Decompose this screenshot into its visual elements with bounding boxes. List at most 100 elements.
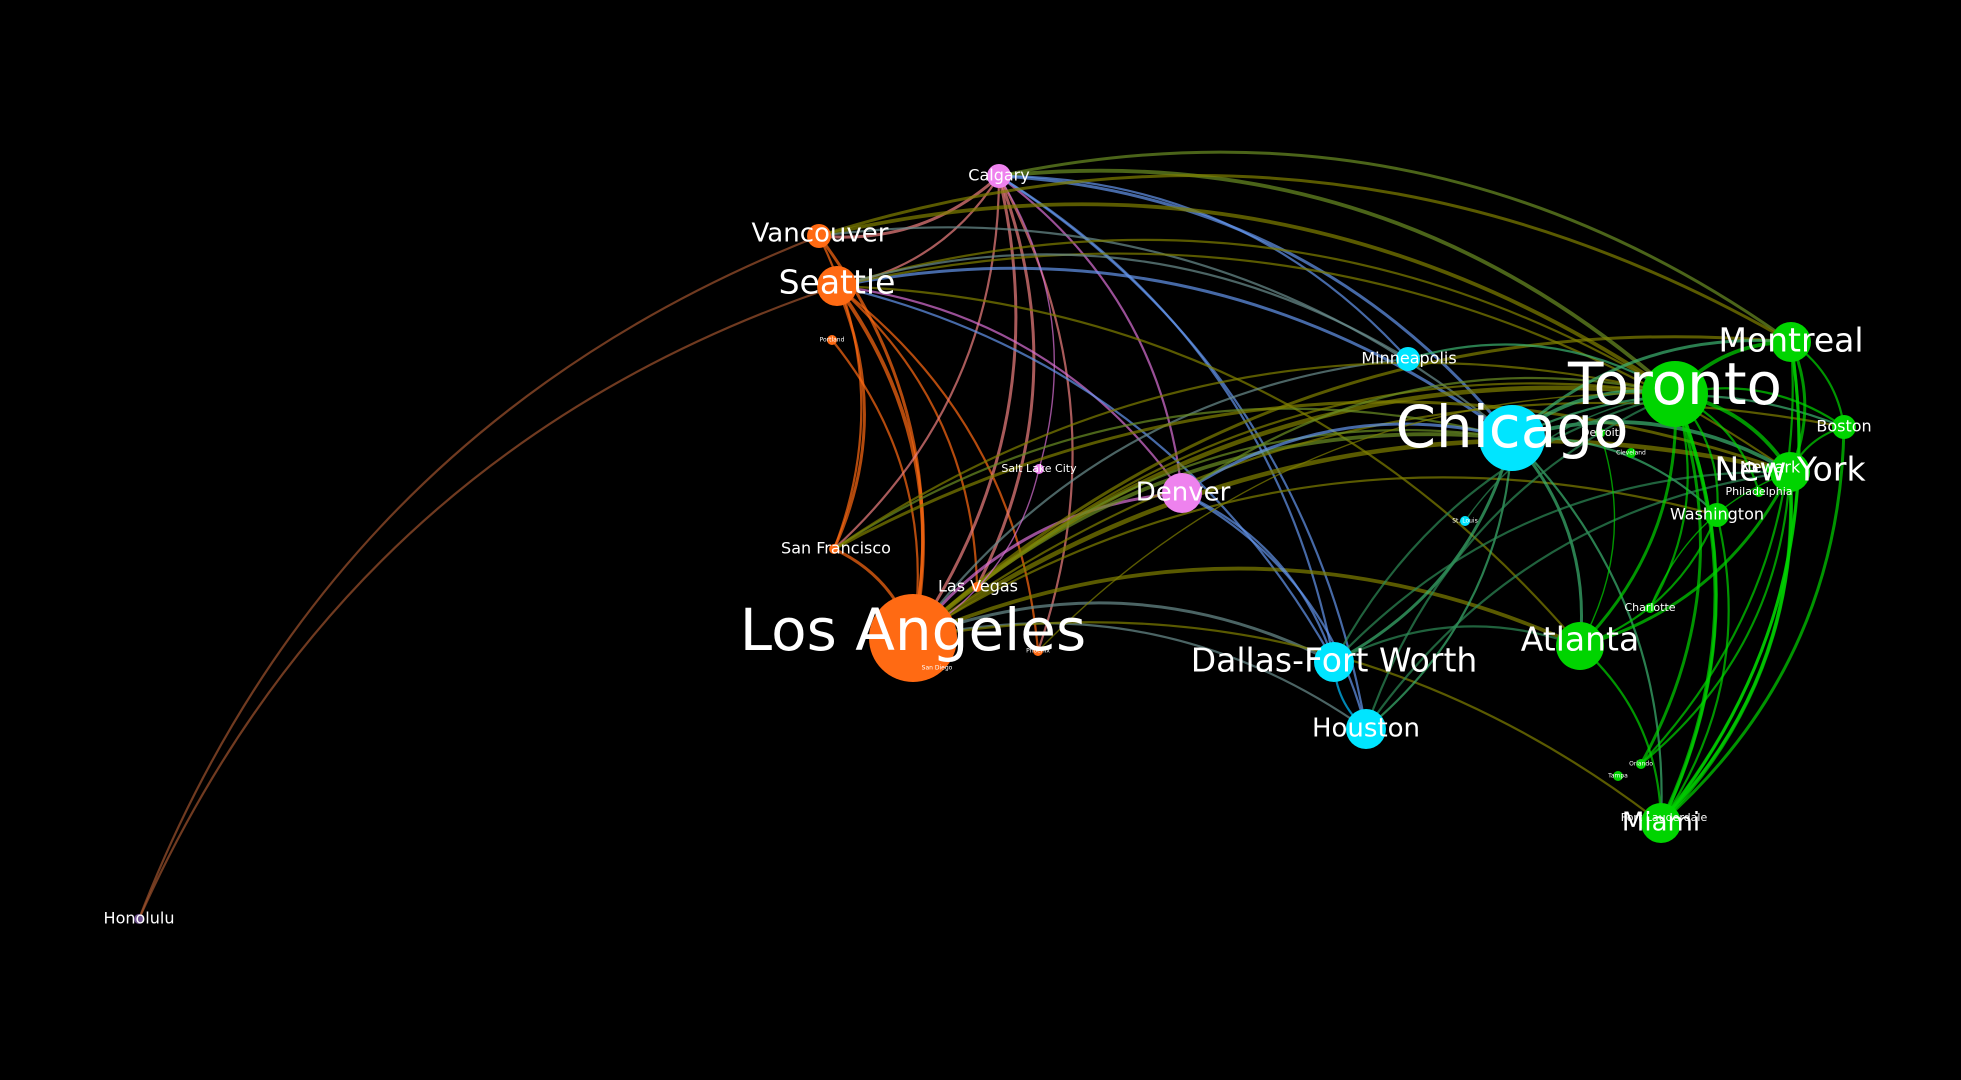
node-detroit[interactable] xyxy=(1595,428,1605,438)
node-cleveland[interactable] xyxy=(1626,448,1636,458)
edge-los-angeles-new-york xyxy=(911,438,1791,640)
label-toronto: Toronto xyxy=(1567,350,1782,418)
edge-phoenix-toronto xyxy=(1037,392,1676,652)
edge-toronto-fort-lauderdale xyxy=(1662,393,1718,819)
edge-seattle-dallas-fort-worth xyxy=(836,284,1335,663)
edge-toronto-atlanta xyxy=(1578,393,1678,648)
edge-toronto-orlando xyxy=(1639,393,1702,765)
edge-seattle-las-vegas xyxy=(836,285,979,588)
label-philadelphia: Philadelphia xyxy=(1725,485,1792,498)
edge-vancouver-toronto xyxy=(818,202,1677,396)
node-honolulu[interactable] xyxy=(134,914,144,924)
node-montreal[interactable] xyxy=(1771,322,1811,362)
edge-denver-dallas-fort-worth xyxy=(1181,491,1336,663)
edge-washington-miami xyxy=(1660,514,1730,824)
edge-chicago-houston xyxy=(1365,437,1514,730)
label-seattle: Seattle xyxy=(779,263,896,302)
node-tampa[interactable] xyxy=(1613,771,1623,781)
node-calgary[interactable] xyxy=(987,164,1011,188)
label-honolulu: Honolulu xyxy=(104,909,175,928)
edge-san-francisco-new-york xyxy=(833,400,1791,551)
edge-charlotte-new-york xyxy=(1649,471,1791,609)
node-phoenix[interactable] xyxy=(1033,646,1043,656)
label-miami: Miami xyxy=(1622,808,1700,838)
edge-atlanta-miami xyxy=(1579,645,1663,824)
node-orlando[interactable] xyxy=(1636,759,1646,769)
label-washington: Washington xyxy=(1670,505,1764,524)
label-salt-lake-city: Salt Lake City xyxy=(1001,462,1077,475)
node-philadelphia[interactable] xyxy=(1754,487,1764,497)
edge-san-francisco-toronto xyxy=(833,361,1676,550)
edge-los-angeles-atlanta xyxy=(912,566,1581,648)
node-boston[interactable] xyxy=(1832,415,1856,439)
node-atlanta[interactable] xyxy=(1556,622,1604,670)
node-new-york[interactable] xyxy=(1770,452,1810,492)
edge-vancouver-chicago xyxy=(818,226,1513,439)
edge-seattle-atlanta xyxy=(836,284,1581,647)
label-new-york: New York xyxy=(1714,450,1866,489)
edge-denver-chicago xyxy=(1181,422,1513,495)
node-dallas-fort-worth[interactable] xyxy=(1314,642,1354,682)
edge-seattle-chicago xyxy=(836,266,1513,440)
label-vancouver: Vancouver xyxy=(752,219,889,249)
edge-calgary-los-angeles xyxy=(911,175,1018,639)
node-denver[interactable] xyxy=(1162,473,1202,513)
edge-dallas-fort-worth-new-york xyxy=(1333,470,1791,663)
edge-seattle-toronto xyxy=(836,238,1676,395)
label-san-francisco: San Francisco xyxy=(781,539,891,558)
label-portland: Portland xyxy=(820,337,845,344)
edge-detroit-atlanta xyxy=(1579,432,1616,647)
edge-new-york-atlanta xyxy=(1579,471,1792,648)
label-montreal: Montreal xyxy=(1718,321,1863,360)
edge-calgary-las-vegas xyxy=(975,175,1036,588)
label-minneapolis: Minneapolis xyxy=(1361,349,1456,368)
node-los-angeles[interactable] xyxy=(869,594,957,682)
edge-las-vegas-toronto xyxy=(976,382,1676,588)
node-minneapolis[interactable] xyxy=(1396,347,1420,371)
node-washington[interactable] xyxy=(1705,503,1729,527)
node-miami[interactable] xyxy=(1641,803,1681,843)
edge-san-francisco-chicago xyxy=(833,407,1513,550)
edge-washington-atlanta xyxy=(1579,514,1719,648)
node-portland[interactable] xyxy=(827,335,837,345)
node-salt-lake-city[interactable] xyxy=(1034,464,1044,474)
edge-calgary-phoenix xyxy=(998,175,1074,652)
edge-calgary-toronto xyxy=(998,168,1677,396)
node-charlotte[interactable] xyxy=(1645,603,1655,613)
label-houston: Houston xyxy=(1312,714,1420,744)
edge-boston-miami xyxy=(1660,426,1846,825)
edge-houston-toronto xyxy=(1364,392,1676,730)
edge-honolulu-seattle xyxy=(137,284,838,920)
edge-calgary-denver xyxy=(998,175,1184,494)
edge-los-angeles-montreal xyxy=(911,335,1792,640)
node-las-vegas[interactable] xyxy=(972,582,982,592)
edge-denver-toronto xyxy=(1181,376,1676,494)
node-st-louis[interactable] xyxy=(1460,516,1470,526)
edge-chicago-miami xyxy=(1511,437,1663,824)
edge-calgary-salt-lake-city xyxy=(998,175,1056,470)
edges-layer xyxy=(137,150,1846,920)
edge-chicago-montreal xyxy=(1510,339,1792,440)
node-toronto[interactable] xyxy=(1642,361,1708,427)
label-phoenix: Phoenix xyxy=(1026,648,1050,655)
node-san-diego[interactable] xyxy=(932,663,942,673)
edge-calgary-san-francisco xyxy=(833,175,1001,550)
node-chicago[interactable] xyxy=(1479,405,1545,471)
edge-seattle-los-angeles xyxy=(835,284,925,639)
label-las-vegas: Las Vegas xyxy=(938,577,1018,596)
edge-new-york-orlando xyxy=(1640,471,1792,765)
edge-seattle-san-francisco xyxy=(832,285,866,550)
edge-los-angeles-minneapolis xyxy=(912,357,1409,639)
node-houston[interactable] xyxy=(1346,709,1386,749)
edge-los-angeles-dallas-fort-worth xyxy=(912,601,1335,664)
node-san-francisco[interactable] xyxy=(829,544,839,554)
edge-calgary-montreal xyxy=(998,150,1792,344)
node-seattle[interactable] xyxy=(817,266,857,306)
edge-chicago-new-york xyxy=(1511,420,1791,474)
label-boston: Boston xyxy=(1816,417,1871,436)
edge-los-angeles-washington xyxy=(912,476,1718,639)
node-vancouver[interactable] xyxy=(807,224,831,248)
edge-minneapolis-toronto xyxy=(1407,343,1676,395)
label-chicago: Chicago xyxy=(1395,393,1628,461)
